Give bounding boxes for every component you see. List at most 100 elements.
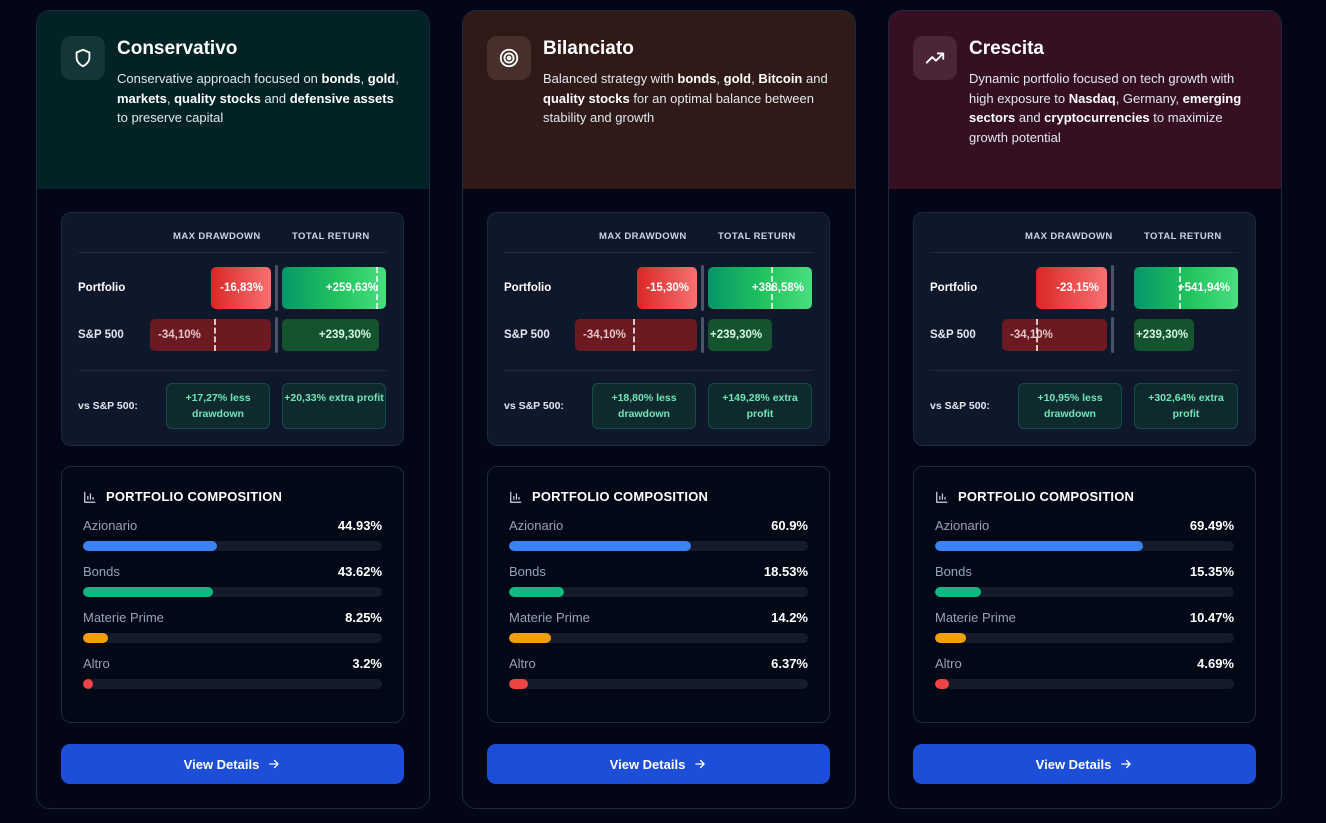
benchmark-marker [376,267,378,309]
portfolio-marker [214,319,216,351]
composition-item: Azionario 60.9% [509,518,808,551]
allocation-track [83,587,382,597]
benchmark-drawdown-bar: -34,10% [1002,319,1107,351]
composition-item: Altro 6.37% [509,656,808,689]
portfolio-marker [1036,319,1038,351]
portfolio-drawdown-bar: -16,83% [211,267,271,309]
portfolio-drawdown-bar: -15,30% [637,267,697,309]
benchmark-return-bar: +239,30% [708,319,772,351]
composition-item: Bonds 18.53% [509,564,808,597]
asset-class-name: Azionario [83,518,138,533]
benchmark-return-bar: +239,30% [1134,319,1194,351]
allocation-fill [509,633,552,643]
column-separator [275,265,278,311]
total-return-header: TOTAL RETURN [1144,231,1222,242]
card-header: Bilanciato Balanced strategy with bonds,… [463,11,855,189]
allocation-fill [509,541,692,551]
composition-item: Azionario 44.93% [83,518,382,551]
divider [504,370,813,371]
allocation-fill [83,541,218,551]
asset-class-percent: 69.49% [1189,518,1234,533]
portfolio-card-bilanciato: Bilanciato Balanced strategy with bonds,… [462,10,856,809]
portfolio-row: Portfolio -16,83% +259,63% [78,265,387,311]
portfolio-drawdown-bar: -23,15% [1036,267,1107,309]
portfolio-composition: PORTFOLIO COMPOSITION Azionario 69.49% B… [913,466,1256,723]
benchmark-drawdown-bar: -34,10% [575,319,697,351]
allocation-track [83,541,382,551]
allocation-track [83,679,382,689]
portfolio-label: Portfolio [78,282,126,294]
column-separator [275,317,278,353]
allocation-fill [935,679,950,689]
asset-class-percent: 8.25% [345,610,382,625]
allocation-track [509,633,808,643]
vs-benchmark-row: vs S&P 500: +17,27% less drawdown +20,33… [78,383,387,429]
portfolio-card-crescita: Crescita Dynamic portfolio focused on te… [888,10,1282,809]
total-return-header: TOTAL RETURN [292,231,370,242]
view-details-button[interactable]: View Details [487,744,830,784]
vs-benchmark-label: vs S&P 500: [504,400,564,412]
metrics-header: MAX DRAWDOWN TOTAL RETURN [504,213,813,253]
icon-box [913,36,957,80]
asset-class-percent: 6.37% [771,656,808,671]
total-return-header: TOTAL RETURN [718,231,796,242]
column-separator [701,265,704,311]
composition-title: PORTFOLIO COMPOSITION [83,489,382,504]
portfolio-drawdown-value: -15,30% [646,282,689,294]
divider [78,370,387,371]
asset-class-percent: 10.47% [1189,610,1234,625]
card-description: Conservative approach focused on bonds, … [117,71,399,125]
asset-class-percent: 18.53% [763,564,808,579]
allocation-fill [83,679,93,689]
asset-class-name: Altro [83,656,110,671]
asset-class-percent: 44.93% [337,518,382,533]
return-comparison-badge: +20,33% extra profit [282,383,386,429]
portfolio-drawdown-value: -23,15% [1056,282,1099,294]
asset-class-name: Azionario [935,518,990,533]
asset-class-percent: 43.62% [337,564,382,579]
allocation-track [935,679,1234,689]
portfolio-return-bar: +388,58% [708,267,812,309]
composition-title: PORTFOLIO COMPOSITION [935,489,1234,504]
asset-class-name: Bonds [83,564,120,579]
asset-class-name: Bonds [935,564,972,579]
composition-item: Materie Prime 8.25% [83,610,382,643]
benchmark-row: S&P 500 -34,10% +239,30% [504,317,813,353]
asset-class-name: Azionario [509,518,564,533]
max-drawdown-header: MAX DRAWDOWN [1025,231,1113,242]
shield-icon [75,48,91,68]
vs-benchmark-row: vs S&P 500: +18,80% less drawdown +149,2… [504,383,813,429]
portfolio-row: Portfolio -15,30% +388,58% [504,265,813,311]
benchmark-return-value: +239,30% [318,329,371,341]
asset-class-percent: 60.9% [771,518,808,533]
return-comparison-badge: +302,64% extra profit [1134,383,1238,429]
composition-item: Bonds 15.35% [935,564,1234,597]
portfolio-composition: PORTFOLIO COMPOSITION Azionario 60.9% Bo… [487,466,830,723]
drawdown-comparison-badge: +10,95% less drawdown [1018,383,1122,429]
drawdown-comparison-badge: +18,80% less drawdown [592,383,696,429]
benchmark-marker [1179,267,1181,309]
performance-metrics: MAX DRAWDOWN TOTAL RETURN Portfolio -15,… [487,212,830,446]
composition-item: Materie Prime 14.2% [509,610,808,643]
card-header: Conservativo Conservative approach focus… [37,11,429,189]
allocation-fill [935,633,967,643]
view-details-button[interactable]: View Details [61,744,404,784]
benchmark-drawdown-value: -34,10% [158,329,201,341]
card-description: Dynamic portfolio focused on tech growth… [969,71,1242,145]
view-details-button[interactable]: View Details [913,744,1256,784]
benchmark-label: S&P 500 [504,329,550,341]
trending-up-icon [925,52,945,64]
allocation-fill [935,541,1143,551]
card-title: Crescita [969,38,1044,59]
asset-class-percent: 14.2% [771,610,808,625]
benchmark-drawdown-value: -34,10% [1010,329,1053,341]
portfolio-composition: PORTFOLIO COMPOSITION Azionario 44.93% B… [61,466,404,723]
benchmark-label: S&P 500 [78,329,124,341]
bar-chart-icon [510,491,522,503]
card-title: Bilanciato [543,38,634,59]
column-separator [701,317,704,353]
allocation-track [935,541,1234,551]
portfolio-return-value: +388,58% [751,282,804,294]
arrow-right-icon [695,759,706,769]
max-drawdown-header: MAX DRAWDOWN [173,231,261,242]
